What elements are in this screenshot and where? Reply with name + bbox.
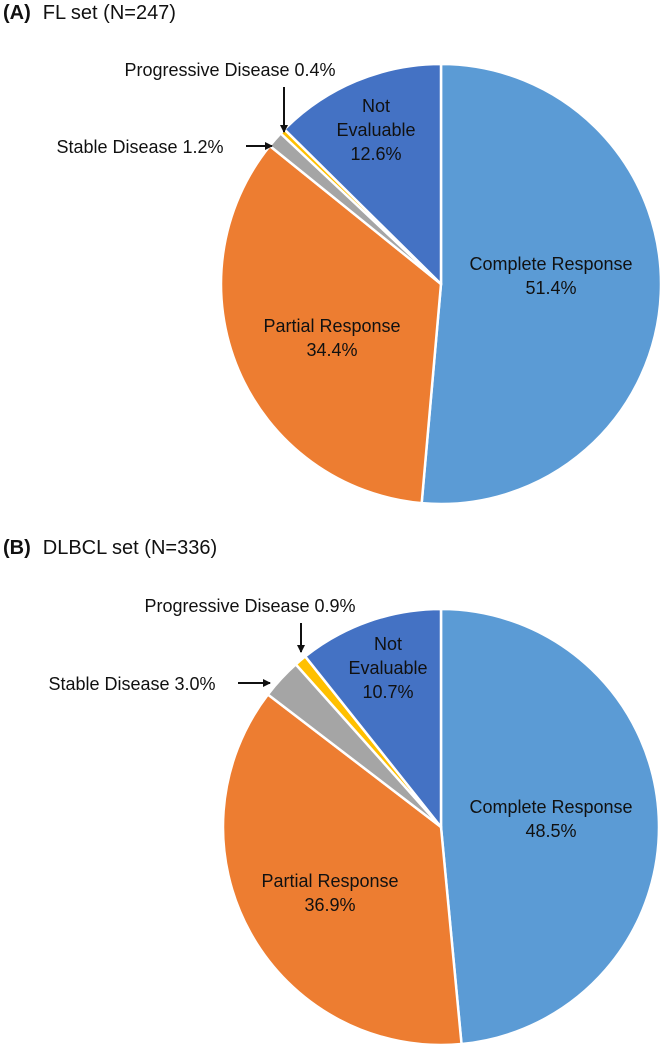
slice-label-stable-disease: Stable Disease 3.0% <box>48 674 215 694</box>
slice-label-partial-response: Partial Response 34.4% <box>263 316 400 360</box>
pie-slice-not-evaluable <box>303 607 443 829</box>
slice-label-stable-disease: Stable Disease 1.2% <box>56 137 223 157</box>
pie-chart-dlbcl: Complete Response 48.5% Partial Response 36… <box>48 596 661 1047</box>
pie-chart-fl: Complete Response 51.4% Partial Response 34… <box>56 60 663 506</box>
panel-b-letter: (B) <box>3 537 31 559</box>
pie-slice-partial-response <box>219 144 443 505</box>
slice-label-not-evaluable: Not Evaluable 10.7% <box>348 634 427 702</box>
slice-label-partial-response: Partial Response 36.9% <box>261 871 398 915</box>
panel-a-title: (A) FL set (N=247) <box>3 2 176 25</box>
panel-a: (A) FL set (N=247) Complete Response 51.4%… <box>0 0 663 520</box>
slice-label-complete-response: Complete Response 48.5% <box>469 797 632 841</box>
slice-label-progressive-disease: Progressive Disease 0.9% <box>144 596 355 616</box>
panel-b-title: (B) DLBCL set (N=336) <box>3 537 217 560</box>
pie-slice-complete-response <box>420 62 663 506</box>
pie-slice-complete-response <box>439 607 661 1046</box>
panel-a-title-text: FL set (N=247) <box>42 2 176 24</box>
slice-label-complete-response: Complete Response 51.4% <box>469 254 632 298</box>
slice-label-not-evaluable: Not Evaluable 12.6% <box>336 96 415 164</box>
panel-b-title-text: DLBCL set (N=336) <box>42 537 218 559</box>
panel-b: (B) DLBCL set (N=336) Complete Response 48… <box>0 535 663 1049</box>
slice-label-progressive-disease: Progressive Disease 0.4% <box>124 60 335 80</box>
pie-slice-partial-response <box>221 693 463 1047</box>
panel-a-letter: (A) <box>3 2 31 24</box>
pie-slice-not-evaluable <box>283 62 443 286</box>
